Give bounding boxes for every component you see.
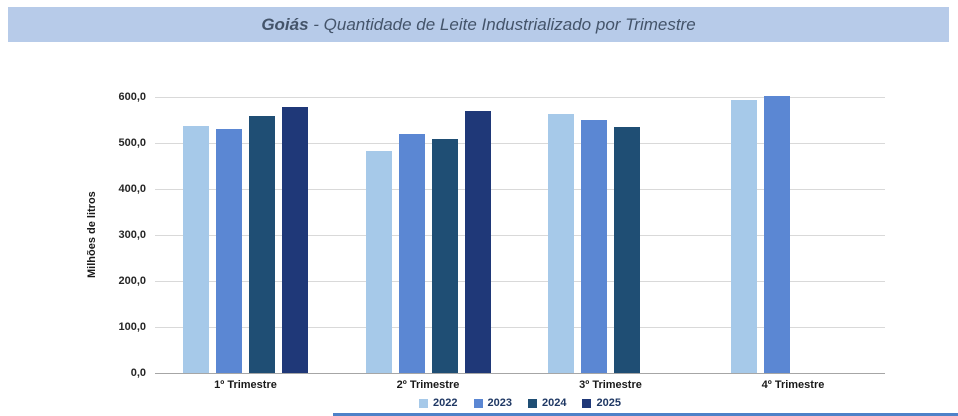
x-axis-label-1: 1º Trimestre [214, 379, 277, 391]
bar-2022-q1 [183, 126, 209, 373]
bar-2024-q2 [431, 139, 458, 373]
legend-item-2022: 2022 [419, 397, 458, 409]
legend-label-2022: 2022 [433, 397, 458, 409]
legend-swatch-2023 [473, 398, 483, 408]
y-tick-label: 600,0 [118, 91, 146, 103]
gridline-100,0 [155, 327, 885, 328]
bar-2023-q4 [763, 96, 790, 373]
legend-item-2024: 2024 [528, 397, 566, 409]
legend-item-2023: 2023 [473, 397, 512, 409]
bar-2024-q3 [614, 127, 640, 373]
bar-2023-q1 [216, 129, 242, 373]
legend-label-2023: 2023 [487, 397, 512, 409]
y-tick-label: 300,0 [118, 229, 146, 241]
y-tick-label: 0,0 [130, 367, 146, 379]
x-axis-label-2: 2º Trimestre [396, 379, 460, 391]
bar-2025-q2 [464, 111, 491, 373]
y-tick-label: 400,0 [118, 183, 146, 195]
bar-group-1 [183, 97, 308, 373]
bar-group-2 [365, 97, 491, 373]
bar-2023-q2 [398, 134, 425, 373]
gridline-200,0 [155, 281, 885, 282]
gridline-0,0 [155, 373, 885, 374]
bar-2025-q1 [282, 107, 308, 373]
bar-2024-q1 [249, 116, 275, 373]
bar-2023-q3 [581, 120, 607, 373]
legend-label-2024: 2024 [542, 397, 567, 409]
bottom-divider-line [333, 413, 958, 416]
bar-chart: Milhões de litros 2022 2023 2024 2025 0,0 10… [0, 50, 958, 416]
x-axis-label-3: 3º Trimestre [579, 379, 642, 391]
bar-group-3 [548, 97, 673, 373]
legend-label-2025: 2025 [596, 397, 621, 409]
chart-title-rest: - Quantidade de Leite Industrializado po… [308, 14, 696, 34]
gridline-300,0 [155, 235, 885, 236]
bar-2022-q3 [548, 114, 574, 373]
x-axis-label-4: 4º Trimestre [761, 379, 825, 391]
gridline-500,0 [155, 143, 885, 144]
bar-2022-q4 [730, 100, 757, 373]
y-tick-label: 200,0 [118, 275, 146, 287]
legend-item-2025: 2025 [582, 397, 621, 409]
legend: 2022 2023 2024 2025 [155, 397, 885, 409]
bar-group-4 [730, 96, 856, 373]
chart-title-region: Goiás [261, 14, 309, 34]
legend-swatch-2022 [419, 398, 429, 408]
bar-2022-q2 [365, 151, 392, 373]
y-tick-label: 100,0 [118, 321, 146, 333]
legend-swatch-2025 [582, 398, 592, 408]
legend-swatch-2024 [528, 398, 537, 408]
gridline-400,0 [155, 189, 885, 190]
plot-area [155, 96, 885, 374]
y-tick-label: 500,0 [118, 137, 146, 149]
gridline-600,0 [155, 97, 885, 98]
title-banner: Goiás - Quantidade de Leite Industrializ… [8, 7, 949, 42]
chart-title: Goiás - Quantidade de Leite Industrializ… [261, 15, 695, 35]
